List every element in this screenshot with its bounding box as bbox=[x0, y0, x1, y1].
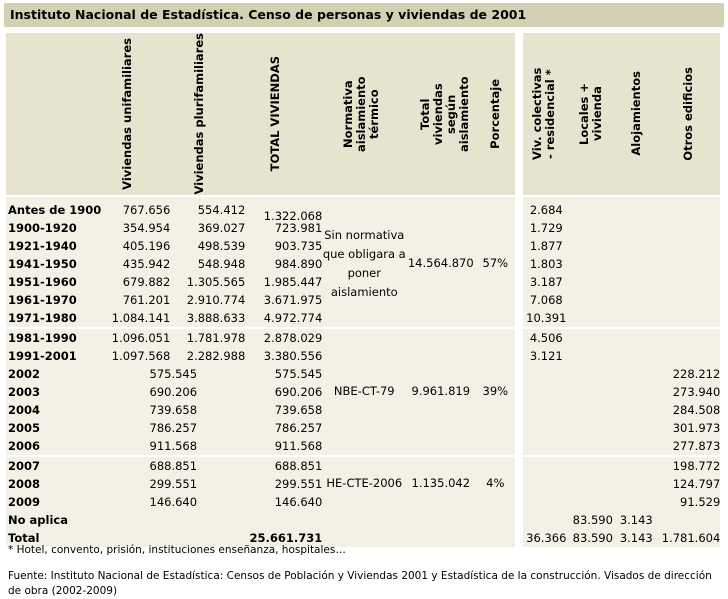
total-aislamiento-group-3: 1.135.042 bbox=[406, 454, 476, 511]
no-aplica-row: No aplica 83.590 3.143 bbox=[6, 510, 721, 529]
header-normativa: Normativa aislamiento térmico bbox=[322, 33, 407, 196]
table-row: 1941-1950 435.942 548.948 984.890 1.803 bbox=[6, 254, 721, 273]
header-locales: Locales + vivienda bbox=[569, 33, 617, 196]
table-row: 1981-1990 1.096.051 1.781.978 2.878.029 … bbox=[6, 326, 721, 456]
table-row: 1921-1940 405.196 498.539 903.735 1.877 bbox=[6, 236, 721, 255]
header-period bbox=[6, 33, 102, 196]
table-row: 2007 688.851 688.851 HE-CTE-2006 1.135.0… bbox=[6, 454, 721, 511]
table-row: 2008 299.551 299.551 124.797 bbox=[6, 474, 721, 493]
header-total-viviendas: TOTAL VIVIENDAS bbox=[245, 33, 323, 196]
table-row: 2005 786.257 786.257 301.973 bbox=[6, 418, 721, 437]
table-row: 2006 911.568 911.568 277.873 bbox=[6, 436, 721, 456]
header-otros: Otros edificios bbox=[656, 33, 721, 196]
header-total-aislamiento: Total viviendas según aislamiento bbox=[406, 33, 476, 196]
spacer-row bbox=[6, 194, 721, 201]
header-plurifamiliares: Viviendas plurifamiliares bbox=[170, 33, 246, 196]
table-row: 1900-1920 354.954 369.027 723.981 1.729 bbox=[6, 218, 721, 237]
total-viviendas: 25.661.731 bbox=[245, 528, 323, 547]
header-unifamiliares: Viviendas unifamiliares bbox=[101, 33, 171, 196]
porcentaje-group-3: 4% bbox=[475, 454, 516, 511]
table-row: 2004 739.658 739.658 284.508 bbox=[6, 400, 721, 419]
normativa-group-2: NBE-CT-79 bbox=[322, 326, 407, 456]
total-aislamiento-group-1: 14.564.870 bbox=[406, 200, 476, 328]
table-row: 1951-1960 679.882 1.305.565 1.985.447 3.… bbox=[6, 272, 721, 291]
normativa-group-3: HE-CTE-2006 bbox=[322, 454, 407, 511]
table-row: 2003 690.206 690.206 273.940 bbox=[6, 382, 721, 401]
total-row: Total 25.661.731 36.366 83.590 3.143 1.7… bbox=[6, 528, 721, 547]
table-row: 1961-1970 761.201 2.910.774 3.671.975 7.… bbox=[6, 290, 721, 309]
table-title: Instituto Nacional de Estadística. Censo… bbox=[4, 3, 724, 27]
source-note: Fuente: Instituto Nacional de Estadístic… bbox=[8, 570, 712, 597]
table-row: 2009 146.640 146.640 91.529 bbox=[6, 492, 721, 511]
header-row: Viviendas unifamiliares Viviendas plurif… bbox=[6, 33, 721, 196]
table-row: 1991-2001 1.097.568 2.282.988 3.380.556 … bbox=[6, 346, 721, 365]
normativa-group-1: Sin normativa que obligara a poner aisla… bbox=[322, 200, 407, 328]
header-alojamientos: Alojamientos bbox=[616, 33, 657, 196]
header-porcentaje: Porcentaje bbox=[475, 33, 516, 196]
total-aislamiento-group-2: 9.961.819 bbox=[406, 326, 476, 456]
census-table: Viviendas unifamiliares Viviendas plurif… bbox=[6, 33, 721, 547]
table-row: 1971-1980 1.084.141 3.888.633 4.972.774 … bbox=[6, 308, 721, 328]
footnote: * Hotel, convento, prisión, institucione… bbox=[8, 544, 346, 556]
porcentaje-group-1: 57% bbox=[475, 200, 516, 328]
table-row: 2002 575.545 575.545 228.212 bbox=[6, 364, 721, 383]
header-gap bbox=[515, 33, 524, 196]
header-colectivas: Viv. colectivas - residencial * bbox=[523, 33, 570, 196]
table-row: Antes de 1900 767.656 554.412 1.322.068 … bbox=[6, 200, 721, 328]
porcentaje-group-2: 39% bbox=[475, 326, 516, 456]
